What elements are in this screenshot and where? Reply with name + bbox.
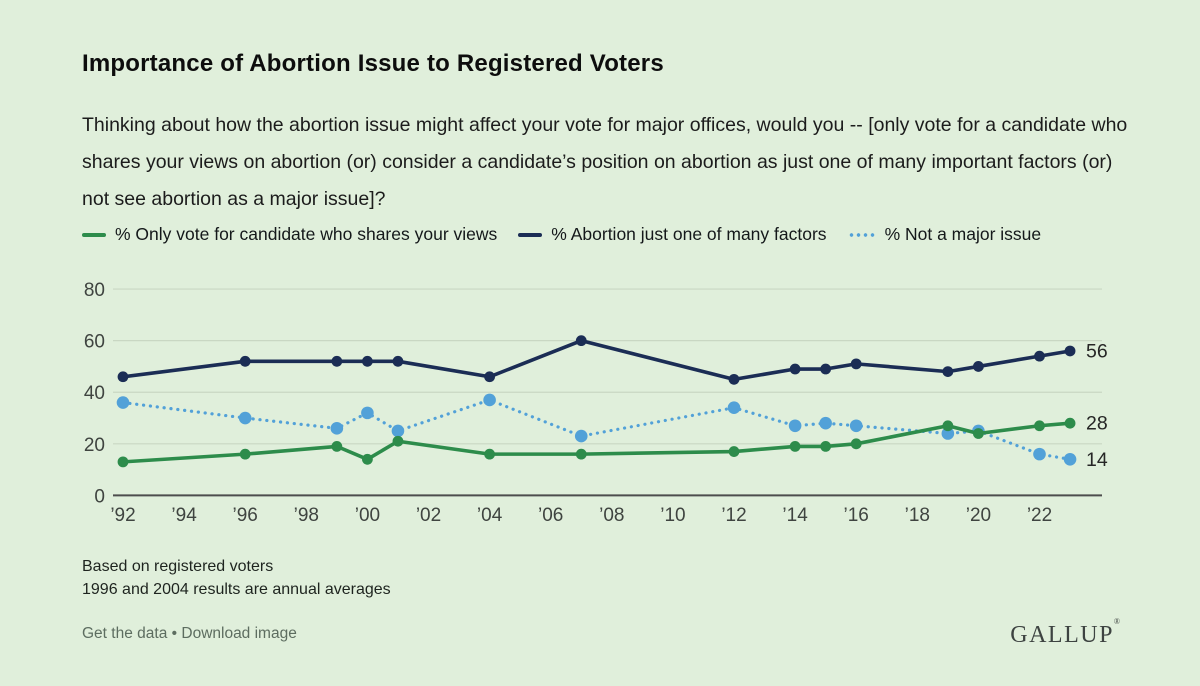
y-axis-tick-label: 20 xyxy=(84,435,105,456)
x-axis-tick-label: ’10 xyxy=(660,505,685,526)
chart-subtitle: Thinking about how the abortion issue mi… xyxy=(82,113,1128,210)
green-line-swatch-icon xyxy=(82,232,106,237)
data-point-not-a-major-issue[interactable] xyxy=(116,396,130,409)
data-point-only-vote-shares-views[interactable] xyxy=(239,448,251,460)
data-point-only-vote-shares-views[interactable] xyxy=(942,420,954,432)
registered-mark: ® xyxy=(1113,617,1120,626)
end-value-label-only-vote-shares-views: 28 xyxy=(1086,413,1108,435)
chart-footnotes: Based on registered voters 1996 and 2004… xyxy=(82,556,391,601)
data-point-not-a-major-issue[interactable] xyxy=(574,429,588,443)
data-point-not-a-major-issue[interactable] xyxy=(391,424,405,438)
data-point-abortion-one-of-many-factors[interactable] xyxy=(1064,345,1076,357)
data-point-not-a-major-issue[interactable] xyxy=(1033,447,1046,461)
x-axis-tick-label: ’08 xyxy=(599,505,624,526)
trend-chart[interactable]: 0 20 40 60 80 ’92 ’94 ’96 ’98 ’00 ’02 ’04 ’06 ’08 ’10 ’… xyxy=(0,268,1200,532)
data-point-not-a-major-issue[interactable] xyxy=(727,401,741,415)
x-axis-tick-label: ’22 xyxy=(1027,505,1052,526)
data-point-abortion-one-of-many-factors[interactable] xyxy=(1034,350,1045,362)
data-point-not-a-major-issue[interactable] xyxy=(238,411,252,425)
data-point-only-vote-shares-views[interactable] xyxy=(728,446,740,457)
x-axis-tick-label: ’00 xyxy=(355,505,380,526)
x-axis-tick-label: ’12 xyxy=(721,505,746,526)
data-point-abortion-one-of-many-factors[interactable] xyxy=(117,371,129,383)
data-point-not-a-major-issue[interactable] xyxy=(849,419,863,433)
data-point-only-vote-shares-views[interactable] xyxy=(331,440,343,452)
data-point-only-vote-shares-views[interactable] xyxy=(117,456,129,468)
data-point-not-a-major-issue[interactable] xyxy=(941,427,955,440)
series-line-only-vote-shares-views xyxy=(122,421,1071,464)
data-point-only-vote-shares-views[interactable] xyxy=(1034,420,1045,432)
data-point-not-a-major-issue[interactable] xyxy=(361,406,374,420)
data-point-abortion-one-of-many-factors[interactable] xyxy=(331,355,343,367)
trend-chart-svg: 0 20 40 60 80 ’92 ’94 ’96 ’98 ’00 ’02 ’04 ’06 ’08 ’10 ’… xyxy=(84,280,1108,526)
navy-line-swatch-icon xyxy=(518,232,543,237)
y-axis-tick-label: 80 xyxy=(84,280,105,301)
data-point-only-vote-shares-views[interactable] xyxy=(362,453,373,465)
data-point-only-vote-shares-views[interactable] xyxy=(820,440,832,452)
data-point-abortion-one-of-many-factors[interactable] xyxy=(362,355,373,367)
x-axis-tick-label: ’98 xyxy=(294,505,319,526)
data-point-abortion-one-of-many-factors[interactable] xyxy=(728,373,740,385)
data-point-only-vote-shares-views[interactable] xyxy=(484,448,495,460)
data-point-abortion-one-of-many-factors[interactable] xyxy=(484,371,495,383)
dotted-blue-line-swatch-icon xyxy=(847,232,876,237)
x-axis-tick-label: ’06 xyxy=(538,505,563,526)
end-value-label-abortion-one-of-many-factors: 56 xyxy=(1086,340,1108,362)
x-axis-tick-label: ’20 xyxy=(966,505,991,526)
series-line-abortion-one-of-many-factors xyxy=(122,338,1071,382)
legend-item-one-of-many: % Abortion just one of many factors xyxy=(518,224,827,245)
x-axis-tick-label: ’96 xyxy=(233,505,258,526)
data-point-abortion-one-of-many-factors[interactable] xyxy=(942,366,954,378)
legend: % Only vote for candidate who shares you… xyxy=(82,224,1041,245)
x-axis-tick-label: ’94 xyxy=(171,505,197,526)
data-point-only-vote-shares-views[interactable] xyxy=(1064,417,1076,429)
y-axis-tick-label: 40 xyxy=(84,383,105,404)
legend-label: % Abortion just one of many factors xyxy=(551,224,827,244)
legend-label: % Only vote for candidate who shares you… xyxy=(115,224,498,244)
link-separator: • xyxy=(171,625,178,642)
data-point-not-a-major-issue[interactable] xyxy=(1063,452,1077,466)
data-point-abortion-one-of-many-factors[interactable] xyxy=(973,361,984,372)
footnote-annual-averages: 1996 and 2004 results are annual average… xyxy=(82,580,391,598)
data-point-only-vote-shares-views[interactable] xyxy=(575,448,587,460)
data-point-only-vote-shares-views[interactable] xyxy=(789,440,801,452)
x-axis-tick-label: ’02 xyxy=(416,505,441,526)
data-point-not-a-major-issue[interactable] xyxy=(788,419,802,433)
y-axis-tick-label: 0 xyxy=(94,486,105,507)
data-point-not-a-major-issue[interactable] xyxy=(330,422,344,435)
data-point-abortion-one-of-many-factors[interactable] xyxy=(850,358,862,370)
data-point-only-vote-shares-views[interactable] xyxy=(392,435,404,447)
data-point-abortion-one-of-many-factors[interactable] xyxy=(575,335,587,347)
data-point-only-vote-shares-views[interactable] xyxy=(850,438,862,450)
data-point-abortion-one-of-many-factors[interactable] xyxy=(392,355,404,367)
data-point-abortion-one-of-many-factors[interactable] xyxy=(789,363,801,375)
legend-item-only-vote: % Only vote for candidate who shares you… xyxy=(82,224,497,245)
data-point-only-vote-shares-views[interactable] xyxy=(973,428,984,439)
download-image-link[interactable]: Download image xyxy=(181,625,297,642)
data-point-not-a-major-issue[interactable] xyxy=(483,393,496,407)
x-axis-tick-label: ’14 xyxy=(782,505,808,526)
get-the-data-link[interactable]: Get the data xyxy=(82,625,168,642)
data-point-not-a-major-issue[interactable] xyxy=(819,416,832,430)
x-axis-tick-label: ’04 xyxy=(477,505,503,526)
footnote-registered-voters: Based on registered voters xyxy=(82,558,274,575)
x-axis-tick-label: ’18 xyxy=(905,505,930,526)
data-point-abortion-one-of-many-factors[interactable] xyxy=(239,355,251,367)
chart-title: Importance of Abortion Issue to Register… xyxy=(82,50,664,78)
x-axis-tick-label: ’16 xyxy=(844,505,869,526)
legend-label: % Not a major issue xyxy=(884,224,1042,244)
gallup-logo: GALLUP® xyxy=(1010,617,1120,648)
data-point-abortion-one-of-many-factors[interactable] xyxy=(820,363,832,375)
footer-links: Get the data • Download image xyxy=(82,625,297,643)
x-axis-tick-label: ’92 xyxy=(110,505,135,526)
end-value-label-not-a-major-issue: 14 xyxy=(1086,449,1108,471)
y-axis-tick-label: 60 xyxy=(84,332,105,353)
legend-item-not-major: % Not a major issue xyxy=(847,224,1042,245)
